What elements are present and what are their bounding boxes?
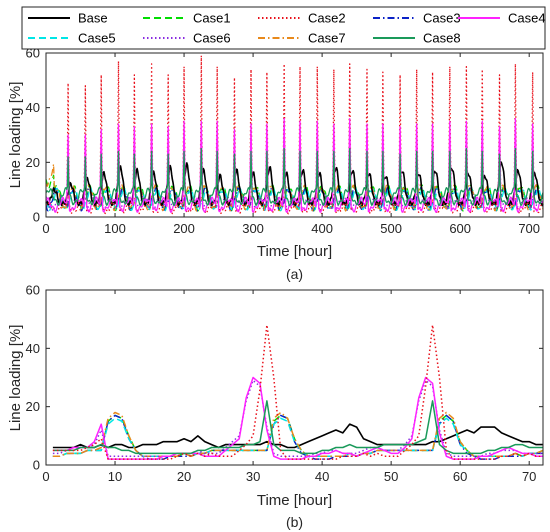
legend-label-case2: Case2 — [308, 11, 346, 26]
panel-a-ylabel: Line loading [%] — [7, 82, 24, 189]
panel-a-xtick-label: 600 — [449, 221, 471, 236]
panel-a-xtick-label: 400 — [311, 221, 333, 236]
panel-a-xtick-label: 300 — [242, 221, 264, 236]
legend-label-case6: Case6 — [193, 31, 231, 46]
legend-items: Base Case1 Case2 Case3 Case4 Case5 Case6 Case7 C… — [28, 11, 546, 46]
legend-item-case7: Case7 — [258, 31, 346, 46]
panel-a-series-case8 — [45, 148, 544, 207]
panel-b-series-case4 — [52, 376, 543, 460]
panel-a-series-case7 — [45, 163, 544, 212]
legend-label-case4: Case4 — [508, 11, 546, 26]
panel-b-series-case3 — [52, 414, 543, 460]
legend-item-case3: Case3 — [373, 11, 461, 26]
panel-a-xtick-label: 200 — [173, 221, 195, 236]
panel-a-ytick-label: 40 — [26, 100, 40, 115]
panel-b-xtick-label: 0 — [42, 469, 49, 484]
legend: Base Case1 Case2 Case3 Case4 Case5 Case6 Case7 C… — [21, 6, 546, 50]
panel-a-xtick-label: 0 — [42, 221, 49, 236]
legend-box — [21, 6, 546, 50]
legend-item-case4: Case4 — [458, 11, 546, 26]
panel-a-ytick-label: 60 — [26, 46, 40, 61]
panel-b-xlabel: Time [hour] — [257, 492, 332, 509]
legend-item-case6: Case6 — [143, 31, 231, 46]
panel-b-ytick-label: 40 — [26, 341, 40, 356]
panel-b-xtick-label: 20 — [177, 469, 191, 484]
legend-label-case1: Case1 — [193, 11, 231, 26]
legend-item-case2: Case2 — [258, 11, 346, 26]
panel-a-xtick-label: 700 — [518, 221, 540, 236]
panel-a-frame — [45, 52, 544, 218]
panel-a: 0 100 200 300 400 500 600 700 0 20 40 60 Time [hour… — [7, 46, 544, 282]
panel-b-ytick-label: 20 — [26, 399, 40, 414]
legend-label-case7: Case7 — [308, 31, 346, 46]
panel-b-frame — [45, 289, 544, 466]
panel-b-series-case6 — [52, 379, 543, 457]
panel-a-ytick-label: 0 — [33, 210, 40, 225]
legend-label-case5: Case5 — [78, 31, 116, 46]
panel-b-ylabel: Line loading [%] — [7, 325, 24, 432]
panel-b-series-case8 — [52, 400, 543, 455]
panel-a-series — [45, 55, 544, 215]
panel-a-series-case2 — [45, 55, 544, 215]
panel-a-xlabel: Time [hour] — [257, 243, 332, 260]
legend-item-case1: Case1 — [143, 11, 231, 26]
legend-item-case8: Case8 — [373, 31, 461, 46]
panel-b-xtick-label: 70 — [522, 469, 536, 484]
panel-b-ticks: 0 10 20 30 40 50 60 70 0 20 40 60 — [26, 283, 543, 484]
panel-b-ytick-label: 0 — [33, 458, 40, 473]
panel-b-xtick-label: 30 — [246, 469, 260, 484]
legend-label-case8: Case8 — [423, 31, 461, 46]
panel-a-ytick-label: 20 — [26, 155, 40, 170]
legend-item-base: Base — [28, 11, 108, 26]
panel-b-xtick-label: 10 — [108, 469, 122, 484]
legend-item-case5: Case5 — [28, 31, 116, 46]
legend-label-case3: Case3 — [423, 11, 461, 26]
panel-a-ticks: 0 100 200 300 400 500 600 700 0 20 40 60 — [26, 46, 543, 236]
panel-b-xtick-label: 50 — [384, 469, 398, 484]
panel-b: 0 10 20 30 40 50 60 70 0 20 40 60 Time [hour] Line … — [7, 283, 544, 530]
panel-b-xtick-label: 60 — [453, 469, 467, 484]
panel-b-ytick-label: 60 — [26, 283, 40, 298]
panel-a-xtick-label: 500 — [380, 221, 402, 236]
panel-a-label: (a) — [286, 266, 303, 282]
panel-b-label: (b) — [286, 514, 303, 530]
panel-b-xtick-label: 40 — [315, 469, 329, 484]
panel-b-series — [52, 324, 544, 460]
legend-label-base: Base — [78, 11, 108, 26]
panel-b-series-case7 — [52, 411, 544, 457]
panel-a-background — [46, 53, 543, 217]
panel-a-xtick-label: 100 — [104, 221, 126, 236]
